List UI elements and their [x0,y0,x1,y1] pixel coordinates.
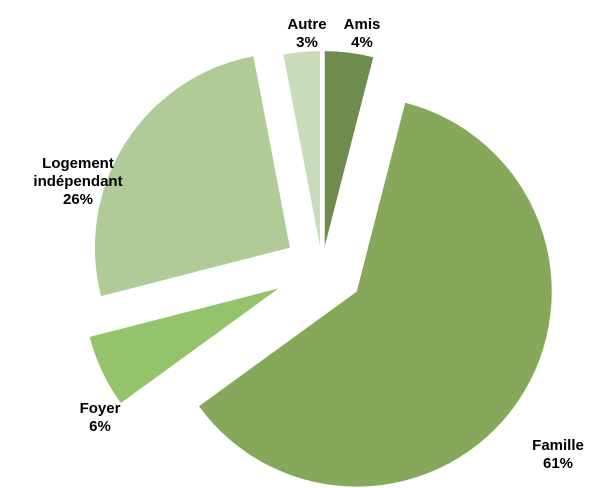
category-label: Logement indépendant [33,155,123,190]
value-label: 26% [62,191,94,208]
pie-slice [89,288,279,404]
value-label: 4% [351,34,373,51]
category-label: Autre [287,16,327,33]
pie-slice [94,56,290,297]
slice-label: Amis 4% [344,16,381,52]
category-label: Amis [343,16,381,33]
pie-slice [324,51,374,247]
category-label: Famille [532,437,584,454]
slice-label: Logement indépendant 26% [23,155,133,209]
value-label: 3% [296,34,318,51]
pie-slice [283,51,320,247]
category-label: Foyer [79,400,121,417]
value-label: 6% [89,418,111,435]
slice-label: Famille 61% [532,437,584,473]
slice-label: Autre 3% [287,16,326,52]
value-label: 61% [542,455,574,472]
slice-label: Foyer 6% [80,400,121,436]
pie-slice [198,102,552,487]
